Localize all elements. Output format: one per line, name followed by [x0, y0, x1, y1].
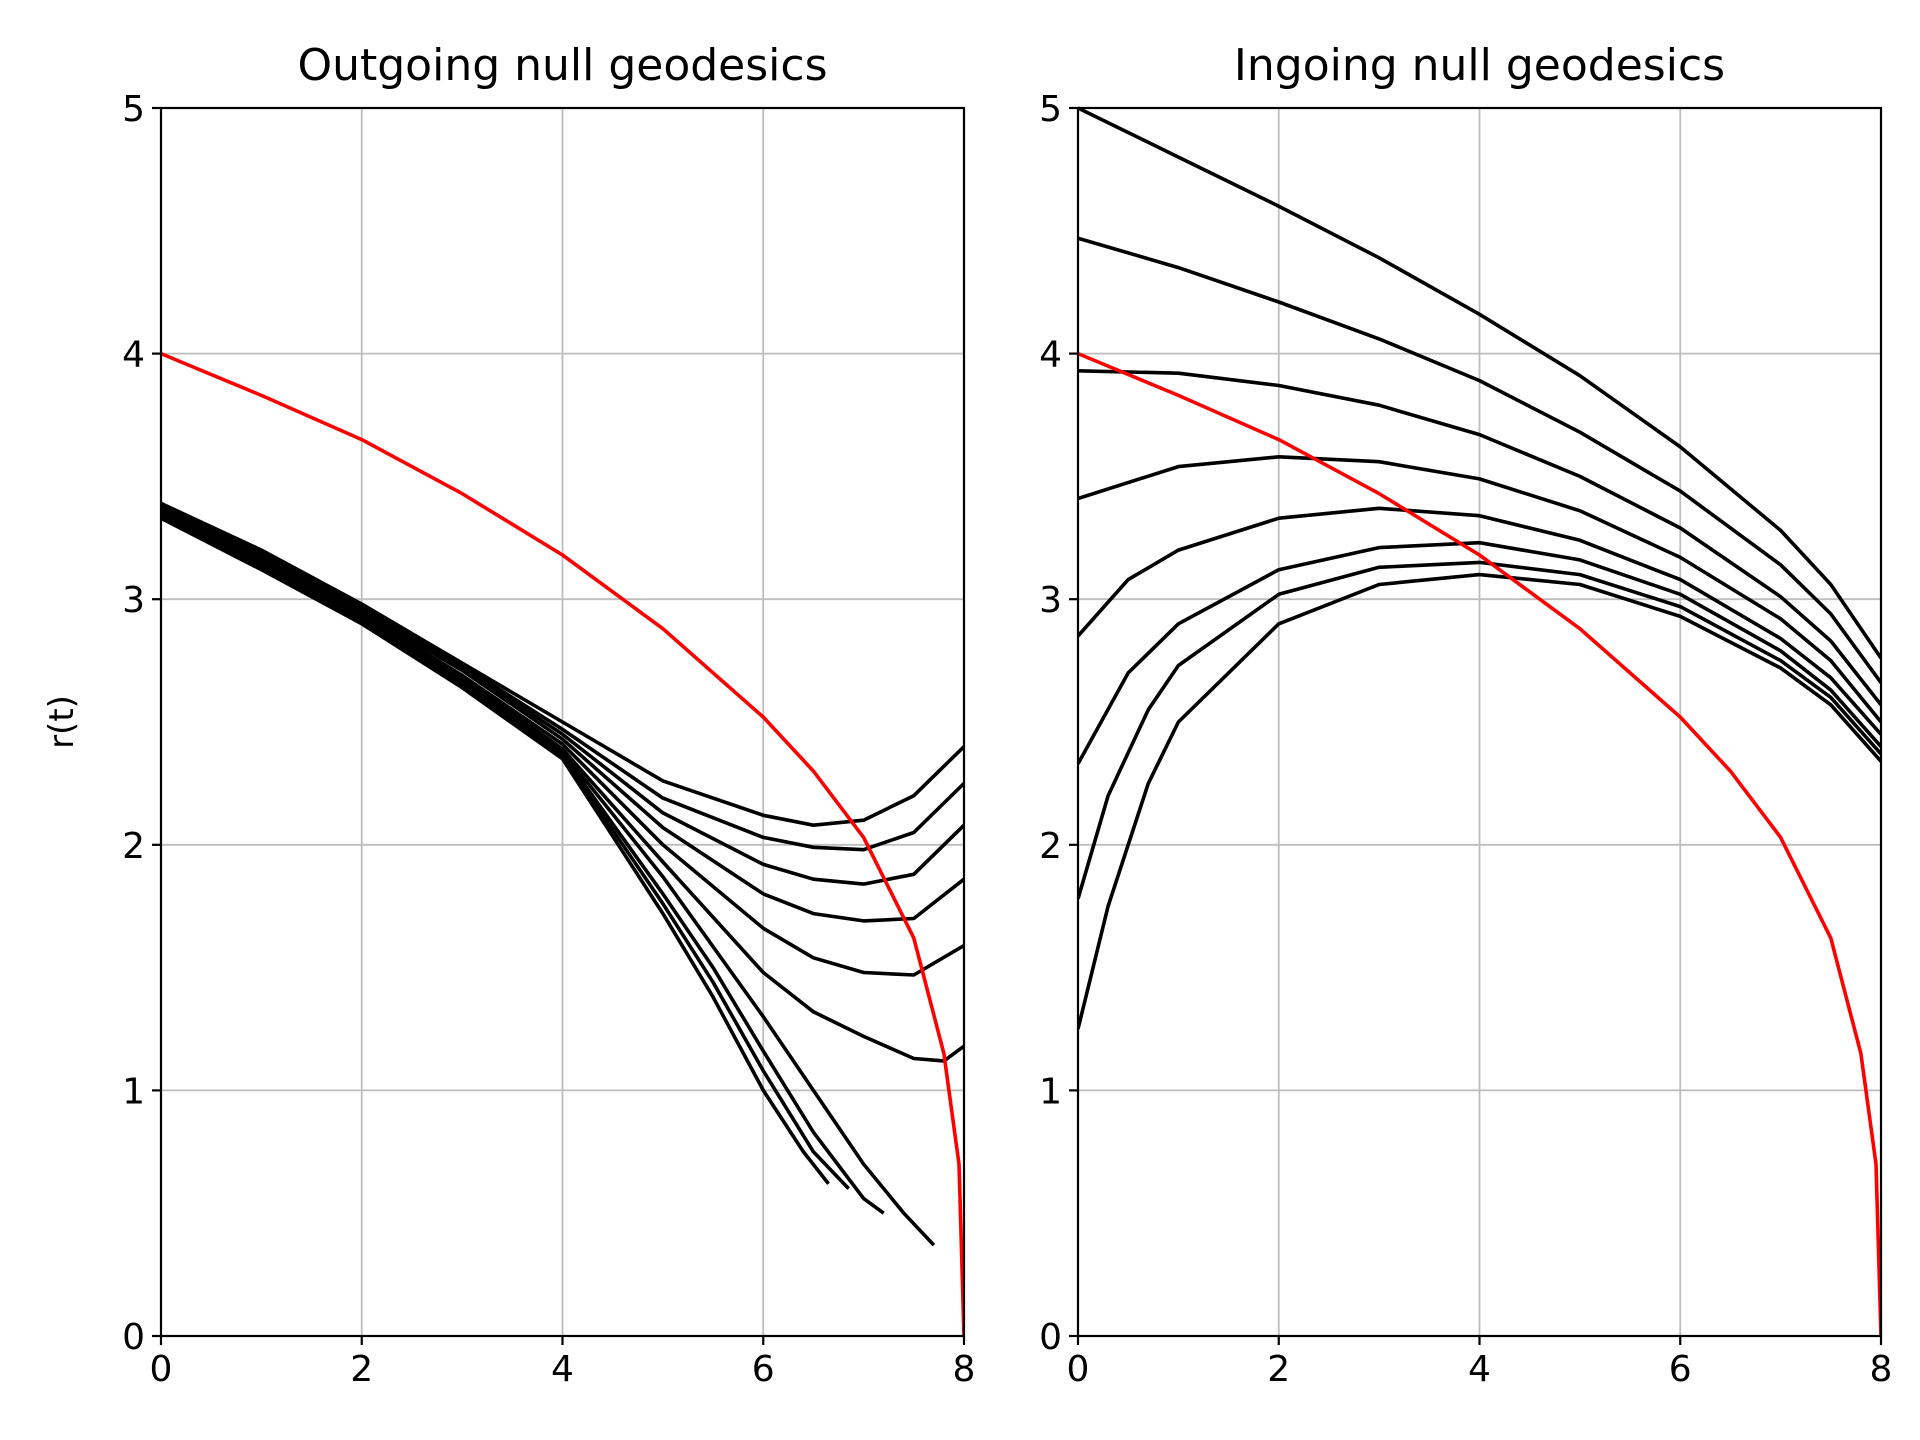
- y-tick-label: 5: [122, 89, 145, 130]
- y-tick-label: 3: [122, 580, 145, 621]
- geodesic-curve: [1078, 369, 1881, 706]
- x-tick-label: 0: [150, 1349, 173, 1390]
- y-tick-label: 0: [1039, 1317, 1062, 1358]
- geodesic-curve: [161, 511, 936, 1247]
- geodesic-curve: [1078, 506, 1881, 736]
- geodesic-curve: [161, 504, 964, 852]
- geodesic-curve: [161, 509, 964, 977]
- x-tick-label: 2: [350, 1349, 373, 1390]
- y-axis-label: r(t): [42, 695, 82, 749]
- series-group: [161, 351, 964, 1337]
- geodesic-curve: [161, 506, 964, 923]
- horizon-curve: [1078, 351, 1881, 1337]
- geodesic-curve: [1078, 572, 1881, 1030]
- y-tick-label: 4: [1039, 335, 1062, 376]
- x-tick-label: 4: [1468, 1349, 1491, 1390]
- geodesic-curve: [161, 514, 850, 1190]
- outgoing-panel: 0 2 4 6 8 0 1 2 3 4 5 Outgoing null geodesics r(t): [42, 40, 975, 1390]
- chart-title: Outgoing null geodesics: [297, 40, 827, 91]
- geodesic-curve: [161, 506, 964, 886]
- x-tick-label: 8: [953, 1349, 976, 1390]
- chart-title: Ingoing null geodesics: [1234, 40, 1725, 91]
- y-tick-label: 2: [1039, 826, 1062, 867]
- geodesic-curve: [161, 514, 885, 1215]
- y-tick-label: 5: [1039, 89, 1062, 130]
- geodesic-curve: [1078, 455, 1881, 724]
- x-tick-label: 2: [1267, 1349, 1290, 1390]
- x-tick-label: 6: [1669, 1349, 1692, 1390]
- geodesic-curve: [1078, 540, 1881, 765]
- ingoing-panel: 0 2 4 6 8 0 1 2 3 4 5 Ingoing null geodesics: [1039, 40, 1892, 1390]
- geodesic-curve: [161, 516, 830, 1185]
- y-tick-label: 1: [1039, 1071, 1062, 1112]
- y-tick-label: 1: [122, 1071, 145, 1112]
- y-tick-label: 4: [122, 335, 145, 376]
- x-tick-label: 8: [1870, 1349, 1893, 1390]
- y-tick-label: 2: [122, 826, 145, 867]
- y-tick-label: 0: [122, 1317, 145, 1358]
- x-tick-label: 0: [1067, 1349, 1090, 1390]
- x-tick-label: 6: [752, 1349, 775, 1390]
- geodesic-curve: [161, 501, 964, 827]
- geodesic-curve: [1078, 106, 1881, 660]
- geodesic-curve: [1078, 560, 1881, 900]
- geodesic-curve: [1078, 236, 1881, 684]
- x-tick-label: 4: [551, 1349, 574, 1390]
- series-group: [1078, 106, 1881, 1337]
- horizon-curve: [161, 351, 964, 1337]
- y-tick-label: 3: [1039, 580, 1062, 621]
